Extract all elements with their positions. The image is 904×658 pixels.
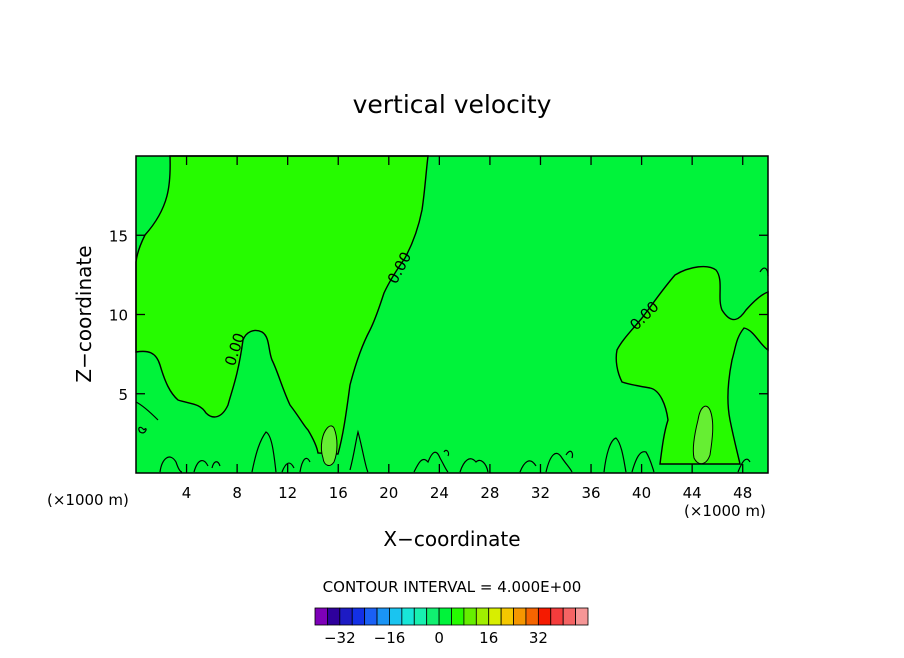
plot-area: 0.00 0.00 0.00 — [135, 155, 769, 474]
x-axis-label: X−coordinate — [383, 527, 520, 551]
colorbar-swatch — [537, 607, 552, 626]
y-tick-label: 15 — [109, 227, 128, 245]
colorbar-swatch — [488, 607, 502, 626]
colorbar-swatch — [513, 607, 527, 626]
colorbar-swatch — [475, 607, 490, 626]
x-tick-label: 32 — [531, 484, 550, 502]
colorbar-swatch — [463, 607, 477, 626]
chart-title: vertical velocity — [353, 90, 552, 119]
colorbar-swatch — [525, 607, 539, 626]
y-axis-label: Z−coordinate — [72, 245, 96, 382]
colorbar-swatch — [376, 607, 390, 626]
colorbar: −32 −16 0 16 32 — [314, 607, 589, 647]
x-tick-label: 12 — [278, 484, 297, 502]
x-tick-label: 16 — [329, 484, 348, 502]
colorbar-swatch — [339, 607, 353, 626]
y-tick-label: 5 — [118, 386, 128, 404]
x-tick-label: 24 — [430, 484, 449, 502]
x-tick-label: 4 — [182, 484, 192, 502]
x-tick-label: 48 — [733, 484, 752, 502]
core-region-16km — [320, 425, 338, 466]
x-tick-label: 44 — [683, 484, 702, 502]
colorbar-swatch — [364, 607, 378, 626]
colorbar-swatch — [438, 607, 452, 626]
x-unit-right: (×1000 m) — [684, 502, 766, 520]
colorbar-swatch — [562, 607, 576, 626]
colorbar-swatch — [426, 607, 440, 626]
x-tick-label: 8 — [232, 484, 242, 502]
positive-region-right — [615, 265, 769, 465]
x-tick-label: 36 — [581, 484, 600, 502]
colorbar-swatch — [451, 607, 465, 626]
x-tick-label: 28 — [480, 484, 499, 502]
colorbar-swatch — [327, 607, 341, 626]
x-tick-label: 40 — [632, 484, 651, 502]
x-tick-label: 20 — [379, 484, 398, 502]
core-region-44km — [692, 405, 714, 465]
contour-interval-text: CONTOUR INTERVAL = 4.000E+00 — [323, 578, 582, 596]
surface-contours — [135, 267, 769, 473]
colorbar-tick-label: 16 — [479, 629, 498, 647]
colorbar-swatch — [550, 607, 564, 626]
colorbar-tick-label: 32 — [529, 629, 548, 647]
colorbar-swatch — [401, 607, 415, 626]
y-tick-label: 10 — [109, 307, 128, 325]
colorbar-swatch — [413, 607, 428, 626]
colorbar-swatch — [351, 607, 366, 626]
colorbar-tick-label: −16 — [374, 629, 406, 647]
colorbar-swatch — [314, 607, 328, 626]
colorbar-swatch — [500, 607, 514, 626]
x-unit-left: (×1000 m) — [47, 491, 129, 509]
positive-region-left — [135, 155, 429, 455]
colorbar-tick-label: 0 — [434, 629, 444, 647]
colorbar-tick-label: −32 — [324, 629, 356, 647]
colorbar-swatch — [575, 607, 589, 626]
colorbar-swatch — [389, 607, 403, 626]
